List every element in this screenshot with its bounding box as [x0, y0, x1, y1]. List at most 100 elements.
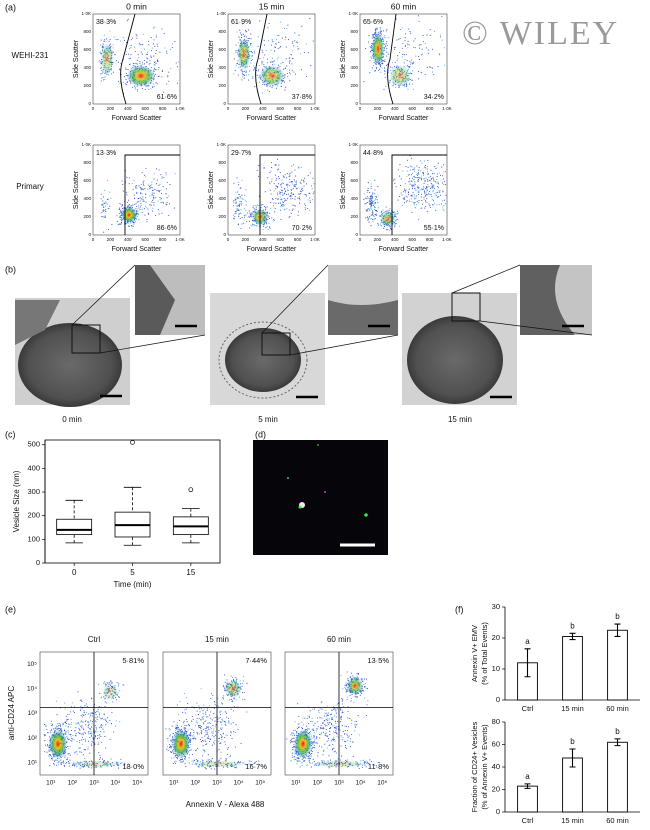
event-dot [375, 195, 377, 197]
event-dot [312, 199, 314, 201]
event-dot [411, 201, 413, 203]
event-dot [278, 202, 280, 204]
event-dot [414, 183, 416, 185]
event-dot [206, 737, 208, 739]
event-dot [236, 208, 238, 210]
event-dot [248, 216, 250, 218]
event-dot [411, 73, 413, 75]
event-dot [425, 205, 427, 208]
event-dot [270, 193, 272, 195]
x-tick-label: 0 [92, 106, 95, 111]
event-dot [68, 738, 70, 740]
event-dot [222, 698, 224, 700]
event-dot [444, 180, 446, 183]
y-tick-label: 10⁴ [27, 686, 37, 693]
event-dot [421, 48, 423, 50]
event-dot [413, 88, 415, 90]
event-dot [300, 188, 303, 190]
event-dot [202, 755, 204, 757]
event-dot [207, 735, 209, 737]
event-dot [250, 62, 252, 64]
event-dot [169, 746, 171, 748]
event-dot [166, 197, 168, 199]
event-dot [138, 197, 140, 200]
event-dot [225, 734, 227, 736]
event-dot [166, 83, 168, 85]
event-dot [190, 738, 192, 740]
event-dot [128, 57, 130, 60]
event-dot [119, 690, 121, 692]
event-dot [192, 738, 194, 740]
event-dot [202, 722, 204, 724]
event-dot [367, 208, 370, 210]
event-dot [241, 692, 244, 694]
event-dot [286, 72, 288, 75]
event-dot [106, 202, 108, 204]
event-dot [135, 203, 137, 205]
event-dot [62, 761, 64, 763]
event-dot [225, 712, 228, 714]
event-dot [377, 223, 379, 225]
event-dot [219, 742, 221, 744]
event-dot [279, 66, 281, 68]
event-dot [125, 79, 127, 81]
event-dot [75, 751, 77, 753]
event-dot [260, 204, 262, 206]
event-dot [409, 180, 411, 182]
event-dot [279, 172, 281, 174]
event-dot [61, 762, 63, 764]
event-dot [385, 43, 387, 45]
event-dot [380, 29, 382, 31]
event-dot [82, 754, 84, 756]
event-dot [370, 225, 372, 227]
event-dot [412, 70, 414, 72]
event-dot [421, 179, 423, 181]
event-dot [418, 59, 421, 61]
event-dot [287, 189, 290, 191]
event-dot [275, 179, 277, 181]
density-core [68, 760, 122, 768]
event-dot [408, 60, 410, 62]
event-dot [66, 736, 68, 738]
fluorescence-image [253, 440, 388, 555]
event-dot [234, 70, 236, 72]
x-tick-label: 0 [359, 106, 362, 111]
event-dot [205, 768, 207, 770]
event-dot [294, 40, 296, 42]
event-dot [45, 725, 47, 727]
event-dot [393, 212, 395, 214]
event-dot [66, 761, 68, 763]
event-dot [98, 737, 100, 739]
event-dot [251, 59, 253, 61]
event-dot [245, 70, 247, 72]
event-dot [174, 739, 176, 741]
event-dot [249, 763, 251, 765]
event-dot [386, 28, 388, 30]
event-dot [409, 183, 411, 185]
event-dot [368, 189, 370, 191]
event-dot [262, 61, 264, 63]
event-dot [52, 723, 54, 725]
event-dot [390, 227, 392, 229]
event-dot [290, 193, 292, 195]
event-dot [240, 197, 242, 199]
event-dot [246, 711, 248, 713]
event-dot [429, 175, 431, 177]
event-dot [63, 749, 65, 751]
event-dot [275, 188, 277, 190]
event-dot [66, 757, 68, 759]
event-dot [130, 39, 132, 41]
time-label: 0 min [62, 415, 82, 424]
event-dot [134, 220, 136, 222]
event-dot [278, 168, 280, 170]
event-dot [250, 51, 252, 53]
event-dot [89, 732, 92, 734]
event-dot [214, 768, 216, 770]
event-dot [244, 29, 246, 31]
event-dot [276, 35, 278, 37]
event-dot [81, 725, 83, 727]
event-dot [99, 757, 101, 759]
event-dot [237, 729, 239, 731]
event-dot [141, 87, 143, 89]
event-dot [214, 720, 216, 722]
